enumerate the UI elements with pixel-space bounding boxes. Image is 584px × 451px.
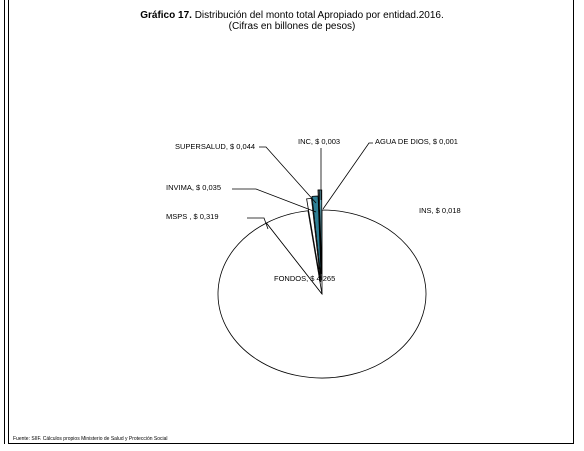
pie-slice-ins [318, 189, 323, 275]
leader-lines [232, 142, 373, 230]
leader-line-agua-de-dios [322, 142, 373, 210]
chart-subtitle: (Cifras en billones de pesos) [228, 21, 356, 32]
pie-slices [217, 189, 427, 379]
slice-labels: FONDOS, $ 4,265 MSPS , $ 0,319 INVIMA, $ 0… [166, 137, 461, 283]
chart-title-prefix: Gráfico 17. [140, 10, 192, 21]
chart-title-text: Distribución del monto total Apropiado p… [194, 10, 444, 21]
leader-line-supersalud [259, 146, 317, 204]
source-note: Fuente: SIIF. Cálculos propios Ministeri… [13, 436, 168, 442]
slice-label-msps: MSPS , $ 0,319 [166, 212, 219, 221]
slice-label-ins: INS, $ 0,018 [419, 206, 461, 215]
slice-label-fondos: FONDOS, $ 4,265 [274, 274, 335, 283]
slice-label-agua-de-dios: AGUA DE DIOS, $ 0,001 [375, 137, 458, 146]
leader-line-msps [247, 217, 269, 230]
pie-slice-msps [265, 210, 323, 295]
leader-line-invima [232, 188, 317, 213]
chart-frame [8, 0, 574, 444]
slice-label-supersalud: SUPERSALUD, $ 0,044 [175, 142, 255, 151]
slice-label-invima: INVIMA, $ 0,035 [166, 183, 221, 192]
chart-title: Gráfico 17. Distribución del monto total… [0, 10, 584, 21]
slice-label-inc: INC, $ 0,003 [298, 137, 340, 146]
frame-left-rule [4, 0, 5, 444]
